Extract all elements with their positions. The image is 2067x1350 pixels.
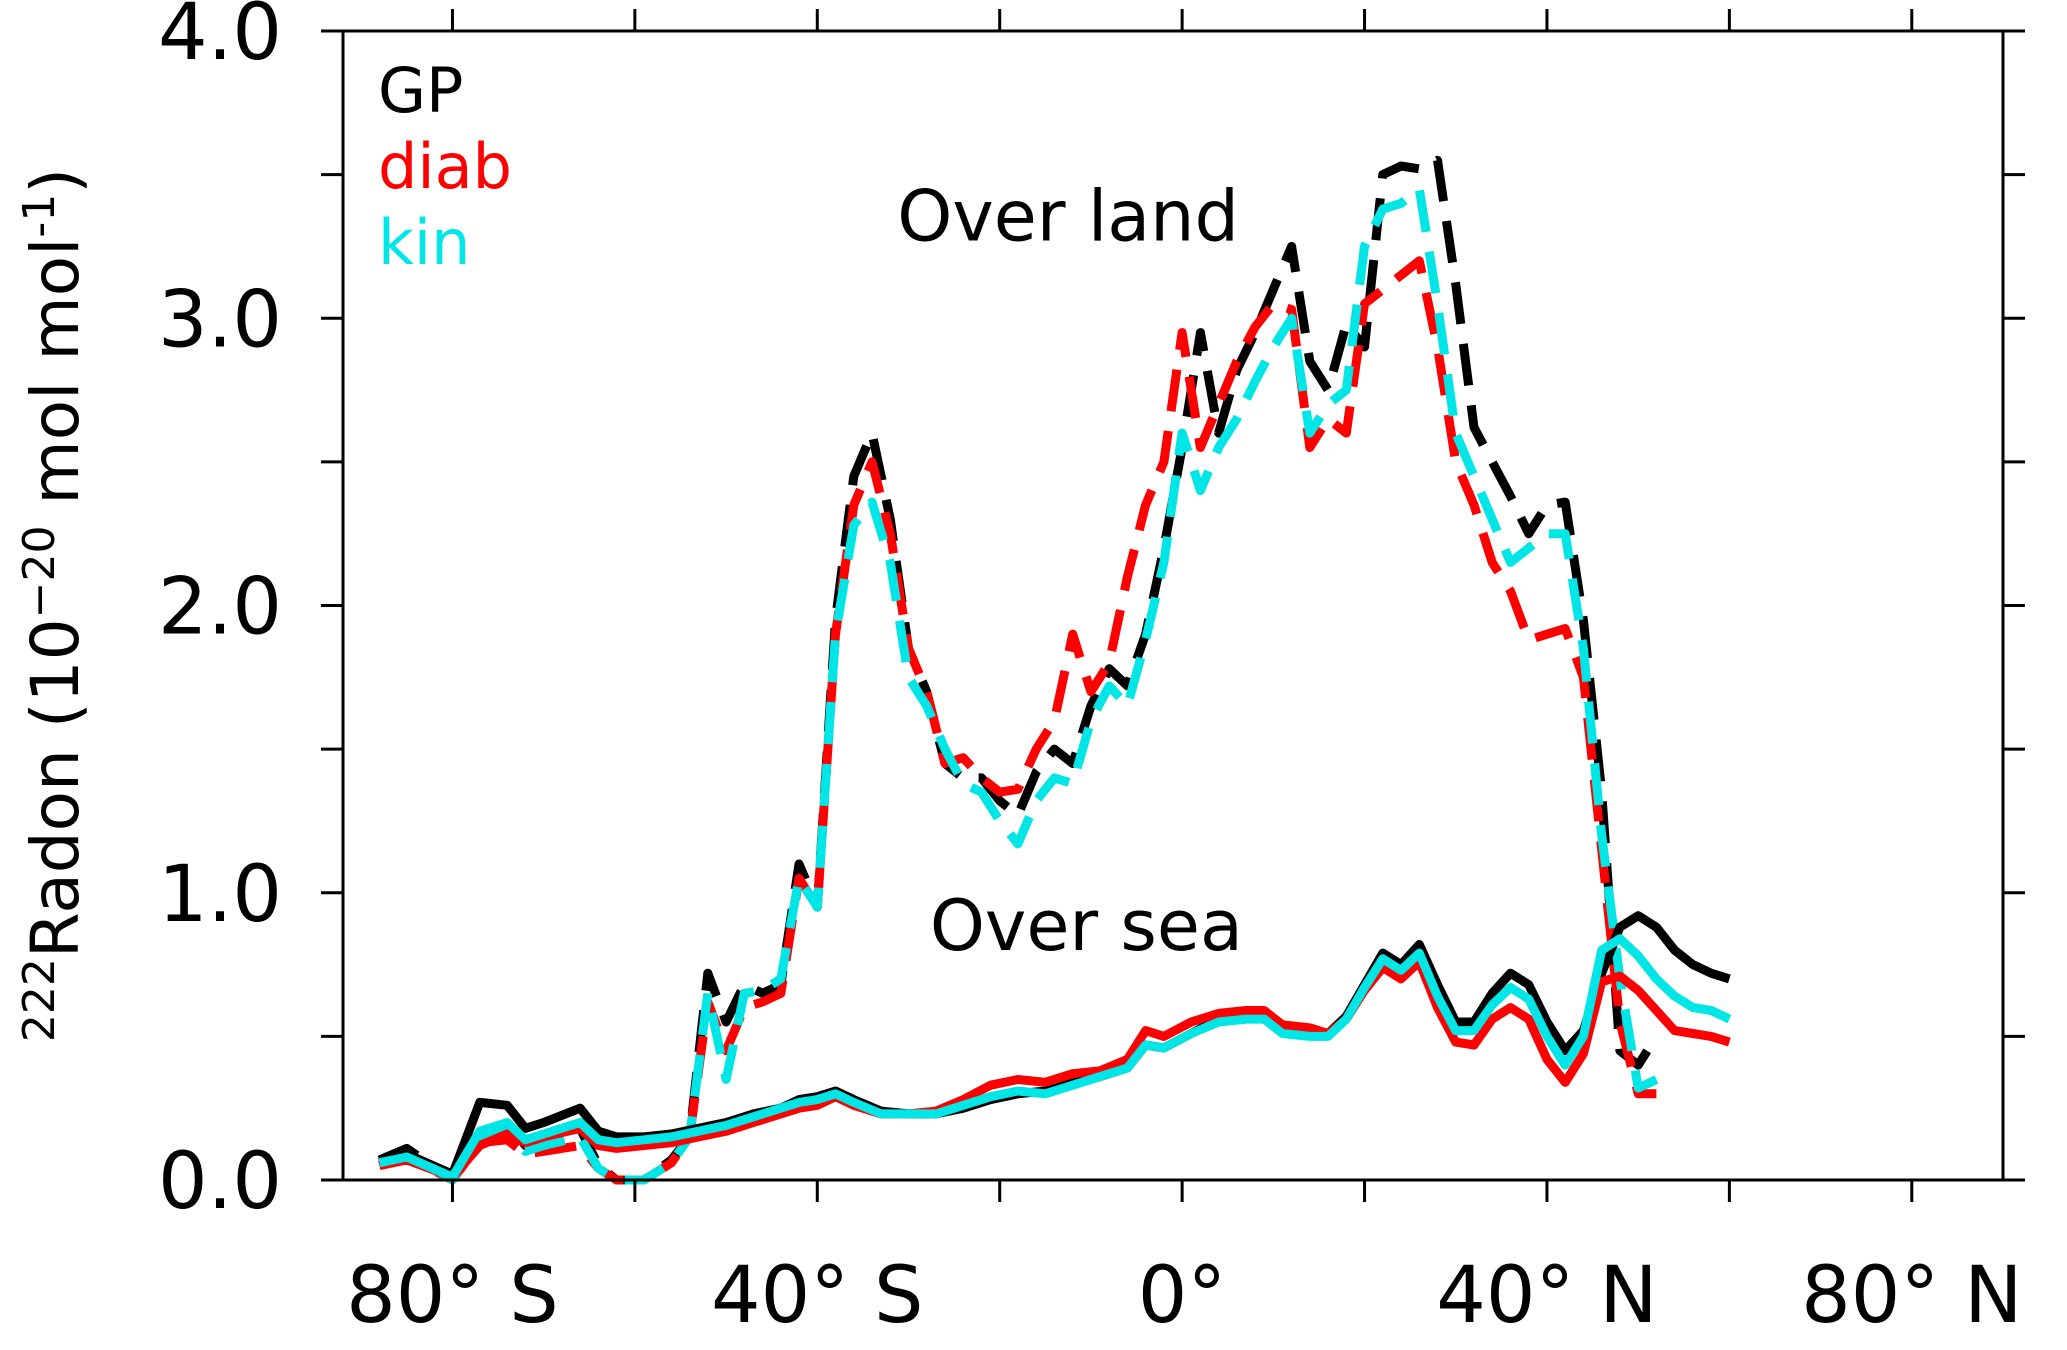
y-label-mid: mol mol: [17, 238, 94, 526]
y-label-main: Radon (10: [17, 618, 94, 958]
y-tick-label: 3.0: [158, 275, 282, 365]
y-tick-label: 4.0: [158, 0, 282, 78]
series-line-kin-sea: [378, 934, 1732, 1182]
series-line-kin-land: [378, 184, 1659, 1185]
y-tick-label: 2.0: [158, 563, 282, 653]
x-tick-label: 40° N: [1436, 1251, 1657, 1341]
x-tick-label: 80° S: [346, 1251, 559, 1341]
y-label-exp2: -1: [14, 194, 65, 238]
series-line-diab-land: [378, 256, 1657, 1185]
x-tick-label: 0°: [1138, 1251, 1227, 1341]
y-label-suffix: ): [17, 168, 94, 194]
annotation-label: Over land: [897, 176, 1239, 258]
y-tick-label: 0.0: [158, 1137, 282, 1227]
y-label-prefix: 222: [14, 958, 65, 1042]
legend-item-diab: diab: [378, 130, 512, 203]
series-layer: [377, 155, 1732, 1185]
y-label-exp: −20: [14, 526, 65, 619]
y-axis-label: 222Radon (10−20 mol mol-1): [14, 168, 94, 1042]
x-tick-label: 80° N: [1801, 1251, 2022, 1341]
legend-item-gp: GP: [378, 54, 463, 127]
labels-layer: 80° S 40° S 0° 40° N 80° N 0.0 1.0 2.0 3.0 4.0 Ove…: [158, 0, 2023, 1341]
x-tick-label: 40° S: [711, 1251, 924, 1341]
series-line-diab-sea: [378, 957, 1731, 1182]
legend-item-kin: kin: [378, 206, 470, 279]
ticks-layer: [321, 9, 2025, 1202]
y-tick-label: 1.0: [158, 850, 282, 940]
annotation-label: Over sea: [930, 885, 1243, 967]
